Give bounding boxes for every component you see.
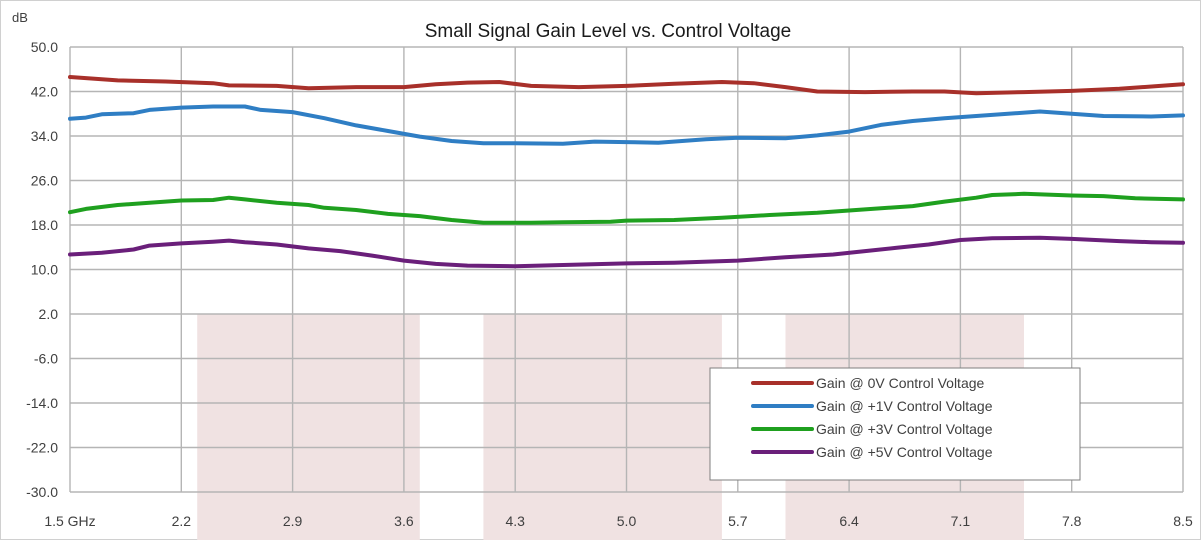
legend-box bbox=[709, 367, 1081, 481]
y-tick-label: 34.0 bbox=[31, 128, 58, 144]
x-tick-label: 2.9 bbox=[283, 513, 303, 529]
legend: Gain @ 0V Control Voltage Gain @ +1V Cont… bbox=[709, 367, 1081, 481]
y-tick-label: 50.0 bbox=[31, 39, 58, 55]
x-axis-ticks: 1.5 GHz 2.2 2.9 3.6 4.3 5.0 5.7 6.4 7.1 7.8 8.5 bbox=[44, 513, 1193, 529]
y-tick-label: -14.0 bbox=[26, 395, 58, 411]
series-lines bbox=[68, 75, 1185, 269]
x-tick-label: 5.7 bbox=[728, 513, 748, 529]
legend-label: Gain @ +3V Control Voltage bbox=[816, 421, 993, 437]
y-tick-label: 10.0 bbox=[31, 262, 58, 278]
x-tick-label: 7.1 bbox=[951, 513, 971, 529]
y-axis-ticks: 50.0 42.0 34.0 26.0 18.0 10.0 2.0 -6.0 -14.0 -22.… bbox=[26, 39, 58, 500]
legend-label: Gain @ +5V Control Voltage bbox=[816, 444, 993, 460]
x-tick-label: 6.4 bbox=[839, 513, 859, 529]
y-tick-label: 42.0 bbox=[31, 84, 58, 100]
x-tick-label: 1.5 GHz bbox=[44, 513, 95, 529]
legend-label: Gain @ +1V Control Voltage bbox=[816, 398, 993, 414]
y-tick-label: 18.0 bbox=[31, 217, 58, 233]
x-tick-label: 5.0 bbox=[617, 513, 637, 529]
y-tick-label: 2.0 bbox=[39, 306, 59, 322]
chart-title: Small Signal Gain Level vs. Control Volt… bbox=[425, 21, 791, 42]
x-tick-label: 8.5 bbox=[1173, 513, 1193, 529]
shaded-band-1 bbox=[197, 314, 420, 540]
x-tick-label: 2.2 bbox=[172, 513, 192, 529]
series-line-3 bbox=[68, 191, 1185, 225]
x-tick-label: 4.3 bbox=[505, 513, 525, 529]
shaded-band-2 bbox=[483, 314, 722, 540]
y-tick-label: -30.0 bbox=[26, 484, 58, 500]
y-tick-label: -22.0 bbox=[26, 440, 58, 456]
series-line-1 bbox=[68, 75, 1185, 96]
grid-lines bbox=[69, 46, 1184, 493]
y-tick-label: -6.0 bbox=[34, 351, 58, 367]
series-line-2 bbox=[68, 104, 1185, 146]
y-tick-label: 26.0 bbox=[31, 173, 58, 189]
x-tick-label: 7.8 bbox=[1062, 513, 1082, 529]
y-axis-unit-label: dB bbox=[12, 10, 28, 25]
series-line-4 bbox=[68, 235, 1185, 269]
legend-label: Gain @ 0V Control Voltage bbox=[816, 375, 985, 391]
x-tick-label: 3.6 bbox=[394, 513, 414, 529]
